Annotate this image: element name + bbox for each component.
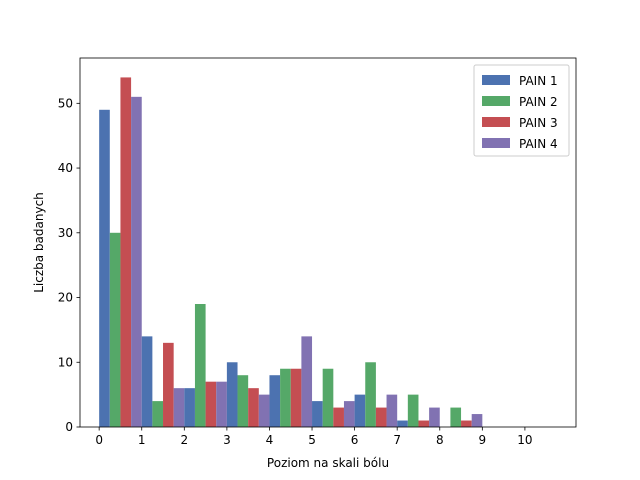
legend-swatch [482,138,510,148]
legend-swatch [482,96,510,106]
bar [131,96,142,427]
x-tick-label: 0 [95,433,103,447]
x-tick-label: 3 [223,433,231,447]
y-axis-label: Liczba badanych [32,192,46,293]
y-axis-ticks: 0 10 20 30 40 50 [58,96,80,434]
bar [312,401,323,427]
bar [386,394,398,427]
x-tick-label: 9 [479,433,487,447]
bar [163,342,174,427]
bar [226,362,238,427]
bar [322,368,334,427]
bar [194,304,206,427]
legend: PAIN 1 PAIN 2 PAIN 3 PAIN 4 [473,64,570,157]
bar [141,336,153,427]
plot-frame [79,57,577,428]
bar [471,414,483,427]
bar [354,394,366,427]
bar [248,388,259,427]
legend-swatch [482,75,510,85]
bar [418,420,430,427]
x-axis-ticks: 0 1 2 3 4 5 6 7 8 9 10 [95,427,533,447]
bars-layer [99,77,483,427]
x-tick-label: 6 [351,433,359,447]
x-tick-label: 4 [266,433,274,447]
x-tick-label: 1 [138,433,146,447]
bar [99,109,110,427]
bar [269,375,281,427]
bar [429,407,440,427]
bar [343,401,355,427]
legend-label: PAIN 2 [519,95,558,109]
y-tick-label: 20 [58,291,73,305]
y-tick-label: 10 [58,355,73,369]
y-tick-label: 0 [65,420,73,434]
bar [184,388,195,427]
bar [375,407,387,427]
y-tick-label: 30 [58,226,73,240]
bar [333,407,344,427]
y-tick-label: 50 [58,96,73,110]
bar [301,336,313,427]
bar [237,375,249,427]
x-tick-label: 10 [517,433,532,447]
legend-box [473,64,570,157]
bar [120,77,132,427]
bar [450,407,462,427]
bar [152,401,164,427]
bar [109,232,121,427]
x-axis-label: Poziom na skali bólu [267,456,389,470]
y-tick-label: 40 [58,161,73,175]
bar [205,381,217,427]
legend-label: PAIN 1 [519,74,558,88]
bar [258,394,270,427]
legend-label: PAIN 3 [519,116,558,130]
bar [173,388,185,427]
x-tick-label: 8 [436,433,444,447]
legend-label: PAIN 4 [519,137,558,151]
legend-swatch [482,117,510,127]
x-tick-label: 5 [308,433,316,447]
bar [290,368,302,427]
bar [461,420,472,427]
bar [407,394,419,427]
x-tick-label: 7 [393,433,401,447]
bar [397,420,408,427]
bar [365,362,376,427]
bar [216,381,227,427]
x-tick-label: 2 [180,433,188,447]
bar [280,368,291,427]
